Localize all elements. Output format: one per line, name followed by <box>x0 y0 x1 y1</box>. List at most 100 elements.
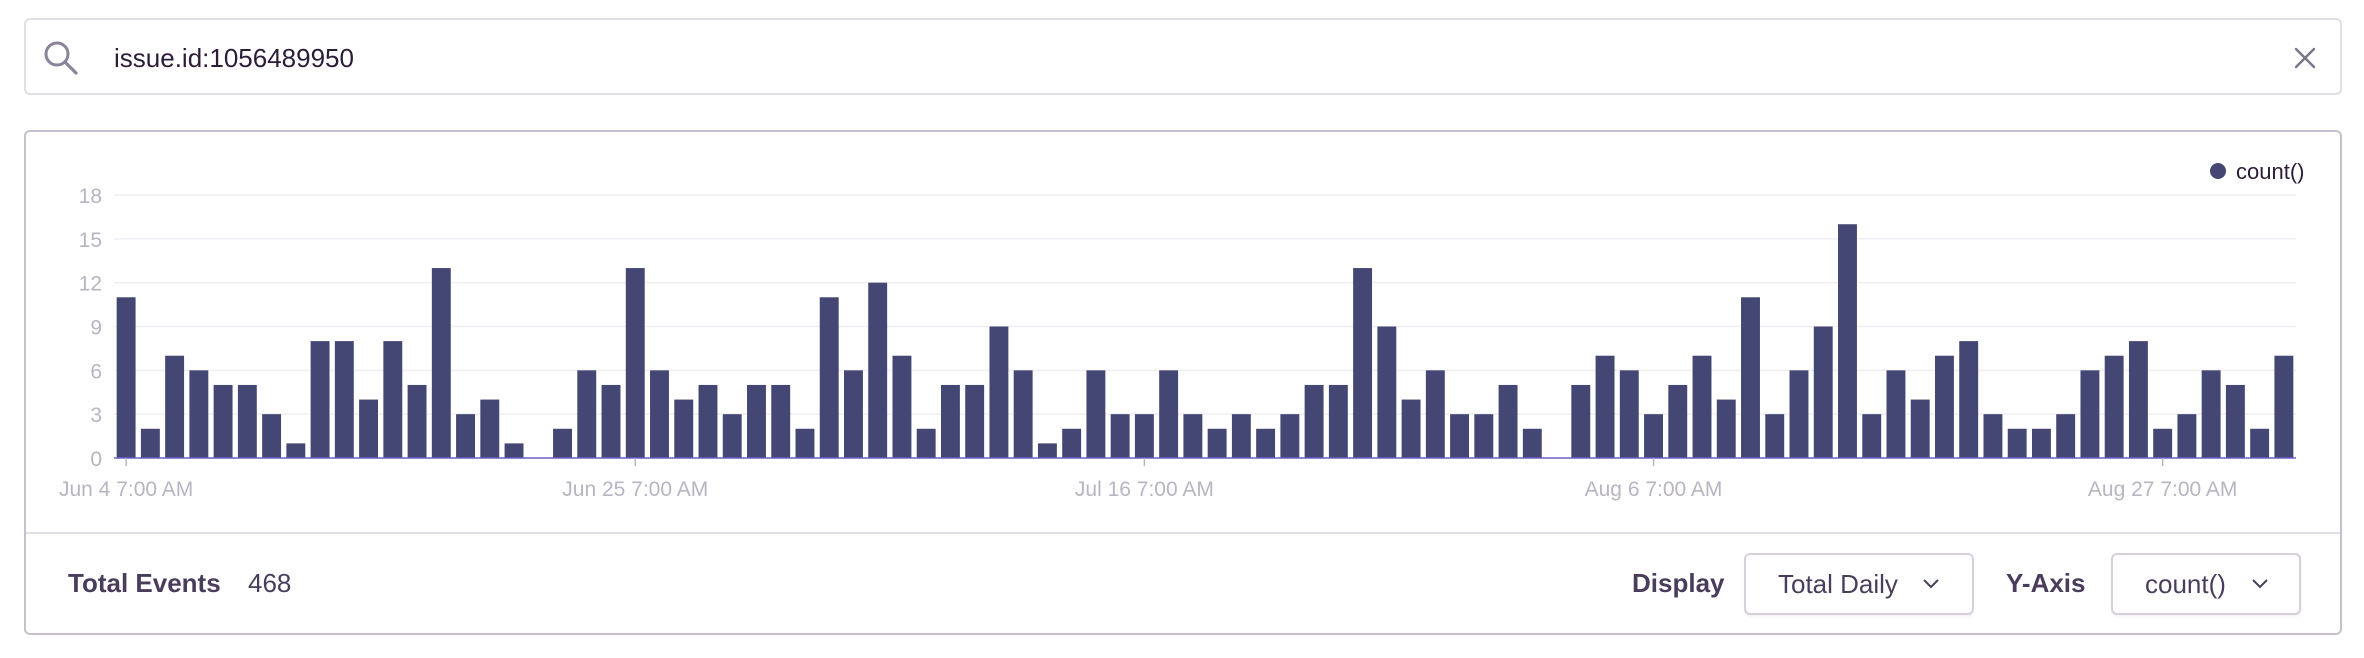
bar[interactable] <box>1110 414 1130 458</box>
bar[interactable] <box>1498 384 1518 458</box>
bar[interactable] <box>1741 297 1760 458</box>
bar[interactable] <box>1910 399 1930 458</box>
bar[interactable] <box>1838 224 1857 458</box>
total-events-label: Total Events <box>68 568 221 598</box>
bar[interactable] <box>1207 428 1227 458</box>
bar[interactable] <box>1595 355 1615 458</box>
search-input[interactable] <box>90 36 2284 80</box>
bar[interactable] <box>892 355 912 458</box>
bar[interactable] <box>1159 370 1179 458</box>
bar[interactable] <box>456 414 475 458</box>
bar[interactable] <box>1377 326 1397 459</box>
bar[interactable] <box>1353 268 1373 458</box>
chevron-down-icon <box>1923 579 1939 589</box>
bar[interactable] <box>2080 370 2100 458</box>
bar[interactable] <box>504 443 524 458</box>
bar[interactable] <box>844 370 863 458</box>
bar[interactable] <box>2128 341 2148 458</box>
bar[interactable] <box>747 384 766 458</box>
total-events-value: 468 <box>248 568 292 598</box>
search-bar[interactable] <box>24 18 2342 95</box>
yaxis-label: Y-Axis <box>2006 568 2086 598</box>
bar[interactable] <box>2225 384 2245 458</box>
display-dropdown[interactable]: Total Daily <box>1744 553 1974 615</box>
bar[interactable] <box>1789 370 1809 458</box>
bar[interactable] <box>480 399 500 458</box>
bar[interactable] <box>916 428 936 458</box>
bar[interactable] <box>1037 443 1057 458</box>
bar[interactable] <box>771 384 791 458</box>
bar[interactable] <box>1086 370 1106 458</box>
bar[interactable] <box>795 428 815 458</box>
bar[interactable] <box>334 341 354 458</box>
bar[interactable] <box>1134 414 1154 458</box>
bar[interactable] <box>2104 355 2124 458</box>
bar[interactable] <box>2007 428 2027 458</box>
bar[interactable] <box>1935 355 1954 458</box>
bar[interactable] <box>1425 370 1445 458</box>
bar[interactable] <box>1231 414 1251 458</box>
bar[interactable] <box>868 282 888 458</box>
bar[interactable] <box>1183 414 1203 458</box>
bar[interactable] <box>1959 341 1979 458</box>
bar[interactable] <box>601 384 621 458</box>
search-icon <box>44 41 78 75</box>
bar[interactable] <box>262 414 282 458</box>
bar[interactable] <box>1062 428 1082 458</box>
bar-chart: 0 3 6 9 12 15 18 Jun 4 7:00 AM Jun 25 7:00 AM Jul… <box>59 159 2304 501</box>
bar[interactable] <box>431 268 451 458</box>
bar[interactable] <box>1474 414 1494 458</box>
y-tick-label: 6 <box>90 360 102 383</box>
bar[interactable] <box>2274 355 2294 458</box>
bar[interactable] <box>1280 414 1300 458</box>
bar[interactable] <box>2153 428 2173 458</box>
bar[interactable] <box>1401 399 1421 458</box>
bar[interactable] <box>2177 414 2197 458</box>
bar[interactable] <box>2031 428 2051 458</box>
bar[interactable] <box>1328 384 1348 458</box>
bar[interactable] <box>1304 384 1324 458</box>
bar[interactable] <box>989 326 1009 459</box>
bar[interactable] <box>1668 384 1688 458</box>
bar[interactable] <box>213 384 233 458</box>
bar[interactable] <box>1813 326 1833 459</box>
close-icon[interactable] <box>2290 43 2320 73</box>
bar[interactable] <box>1522 428 1542 458</box>
bar[interactable] <box>1619 370 1639 458</box>
bar[interactable] <box>1862 414 1882 458</box>
bar[interactable] <box>965 384 985 458</box>
bar[interactable] <box>674 399 694 458</box>
bar[interactable] <box>1692 355 1712 458</box>
bar[interactable] <box>650 370 669 458</box>
bar[interactable] <box>383 341 403 458</box>
bar[interactable] <box>359 399 379 458</box>
bar[interactable] <box>116 297 136 458</box>
bar[interactable] <box>577 370 597 458</box>
yaxis-dropdown[interactable]: count() <box>2111 553 2301 615</box>
bar[interactable] <box>1571 384 1591 458</box>
bar[interactable] <box>553 428 572 458</box>
bar[interactable] <box>1256 428 1276 458</box>
bar[interactable] <box>286 443 306 458</box>
bar[interactable] <box>1450 414 1470 458</box>
bar[interactable] <box>698 384 718 458</box>
bar[interactable] <box>1983 414 2003 458</box>
bar[interactable] <box>1013 370 1033 458</box>
bar[interactable] <box>1765 414 1785 458</box>
bar[interactable] <box>722 414 742 458</box>
bar[interactable] <box>819 297 839 458</box>
bar[interactable] <box>940 384 960 458</box>
bar[interactable] <box>1716 399 1736 458</box>
bar[interactable] <box>310 341 330 458</box>
bar[interactable] <box>140 428 160 458</box>
bar[interactable] <box>237 384 257 458</box>
bar[interactable] <box>189 370 209 458</box>
bar[interactable] <box>2250 428 2270 458</box>
bar[interactable] <box>625 268 645 458</box>
bar[interactable] <box>165 355 185 458</box>
bar[interactable] <box>1644 414 1663 458</box>
bar[interactable] <box>407 384 427 458</box>
bar[interactable] <box>2056 414 2076 458</box>
bar[interactable] <box>1886 370 1906 458</box>
bar[interactable] <box>2201 370 2221 458</box>
